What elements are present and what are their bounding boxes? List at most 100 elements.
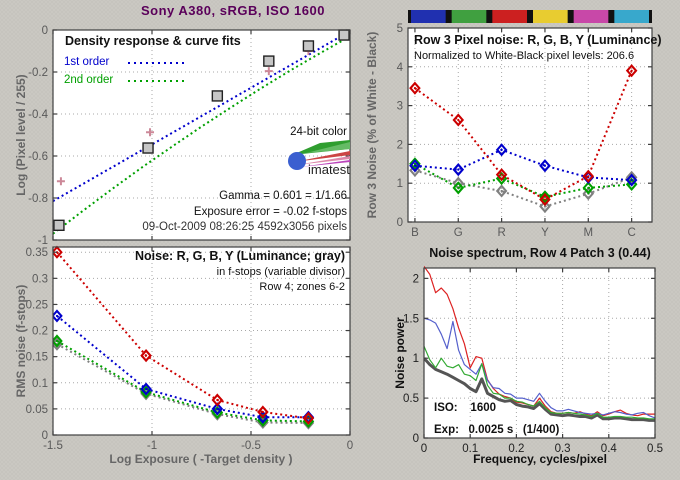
density-plot-background (53, 30, 350, 240)
data-point-plus (146, 128, 155, 137)
y-tick-label: -1 (38, 235, 48, 247)
spectrum-series-B (424, 317, 655, 419)
x-tick-label: -1 (147, 440, 157, 452)
data-point-dot (216, 398, 219, 402)
exposure-error-readout: Exposure error = -0.02 f-stops (193, 206, 347, 218)
data-point-diamond (53, 334, 63, 348)
data-point-diamond (409, 157, 421, 171)
data-point-diamond (495, 184, 508, 198)
spectrum-series-Y-luminance (424, 357, 655, 422)
rms-y-axis-label: RMS noise (f-stops) (14, 284, 28, 398)
y-tick-label: 0.25 (26, 299, 48, 311)
data-point-square (211, 90, 224, 102)
figure-title: Sony A380, sRGB, ISO 1600 (141, 3, 325, 18)
rms-plot-border (52, 246, 351, 436)
data-point-dot (543, 164, 547, 167)
data-point-diamond (582, 187, 595, 201)
y-tick-label: -0.4 (28, 109, 48, 121)
y-tick-label: 0 (397, 217, 403, 229)
y-tick-label: 0 (42, 430, 48, 442)
y-tick-label: 1 (397, 178, 403, 190)
data-point-dot (413, 87, 417, 90)
data-point-diamond (539, 159, 551, 173)
data-point-diamond (409, 159, 421, 173)
row3-y-axis-label: Row 3 Noise (% of White - Black) (365, 31, 379, 219)
data-point-dot (144, 387, 148, 391)
y-tick-label: 0 (42, 25, 48, 37)
rms-series-R (53, 245, 315, 425)
density-title: Density response & curve fits (65, 34, 241, 48)
color-bar-patch (451, 10, 487, 23)
spectrum-y-axis-label: Noise power (393, 317, 407, 389)
data-point-diamond (625, 173, 638, 187)
logo-blue-dot (288, 152, 306, 170)
y-tick-label: 0.5 (403, 393, 419, 405)
x-tick-label: -0.5 (241, 440, 261, 452)
x-tick-label: R (497, 227, 505, 239)
data-point-diamond (625, 64, 638, 78)
spectrum-plot-background (424, 268, 655, 438)
x-tick-label: M (583, 227, 593, 239)
series-line-R (414, 70, 633, 201)
y-tick-label: -0.8 (28, 193, 48, 205)
data-point-diamond (582, 169, 595, 183)
data-point-diamond (452, 163, 465, 177)
series-line-G (424, 345, 655, 420)
y-tick-label: 4 (397, 62, 404, 74)
color-depth-label: 24-bit color (290, 126, 347, 138)
spectrum-series-R (424, 266, 655, 417)
row3-plot-border (407, 27, 653, 223)
spectrum-title: Noise spectrum, Row 4 Patch 3 (0.44) (429, 246, 651, 260)
rms-title: Noise: R, G, B, Y (Luminance; gray) (135, 249, 345, 263)
x-tick-label: 0.3 (555, 443, 571, 455)
y-tick-label: 1 (413, 353, 419, 365)
row3-subtitle: Normalized to White-Black pixel levels: … (414, 50, 635, 62)
x-tick-label: 0.4 (601, 443, 618, 455)
y-tick-label: 0.1 (32, 378, 48, 390)
logo-red-stripe (294, 151, 350, 162)
data-point-diamond (539, 199, 551, 214)
density-series-measured-density (53, 29, 350, 232)
data-point-diamond (539, 190, 551, 204)
logo-pink-stripe (296, 156, 350, 165)
data-point-dot (261, 410, 264, 414)
spectrum-plot-border (423, 267, 656, 439)
spectrum-panel: 0 0.1 0.2 0.3 0.4 0.5 0 0.5 1 1.5 2 (403, 266, 663, 455)
x-tick-label: 0.5 (647, 443, 663, 455)
logo-magenta-stripe (300, 160, 350, 167)
color-bar-patch (614, 10, 649, 23)
data-point-dot (413, 164, 417, 167)
logo-wordmark: imatest (308, 162, 350, 176)
density-panel: 0 -0.2 -0.4 -0.6 -0.8 -1 (28, 25, 351, 247)
data-point-dot (457, 118, 460, 122)
data-point-dot (543, 205, 547, 208)
x-tick-label: C (627, 227, 635, 239)
x-tick-label: G (454, 227, 463, 239)
data-point-diamond (211, 402, 224, 416)
data-point-diamond (211, 393, 224, 407)
data-point-diamond (257, 410, 269, 424)
data-point-square (53, 219, 65, 232)
data-point-diamond (140, 349, 152, 363)
y-tick-label: 0.3 (32, 273, 48, 285)
data-point-square (142, 142, 154, 154)
y-tick-label: -0.6 (28, 151, 48, 163)
y-tick-label: 0.05 (26, 404, 48, 416)
series-line-B (414, 148, 632, 182)
x-tick-label: -1.5 (43, 440, 63, 452)
data-point-diamond (257, 405, 269, 419)
data-point-square (263, 55, 275, 67)
rms-subtitle-1: in f-stops (variable divisor) (216, 266, 345, 278)
data-point-dot (500, 148, 503, 151)
row3-series-R (409, 64, 638, 207)
data-point-plus (56, 177, 65, 186)
data-point-dot (307, 417, 310, 420)
data-point-diamond (140, 382, 152, 396)
data-point-diamond (302, 411, 315, 425)
legend-label-2nd-order: 2nd order (64, 74, 114, 86)
series-line-Y-luminance (424, 357, 655, 422)
x-tick-label: 0.2 (508, 443, 524, 455)
color-bar-patch (411, 10, 446, 23)
data-point-dot (587, 186, 590, 189)
